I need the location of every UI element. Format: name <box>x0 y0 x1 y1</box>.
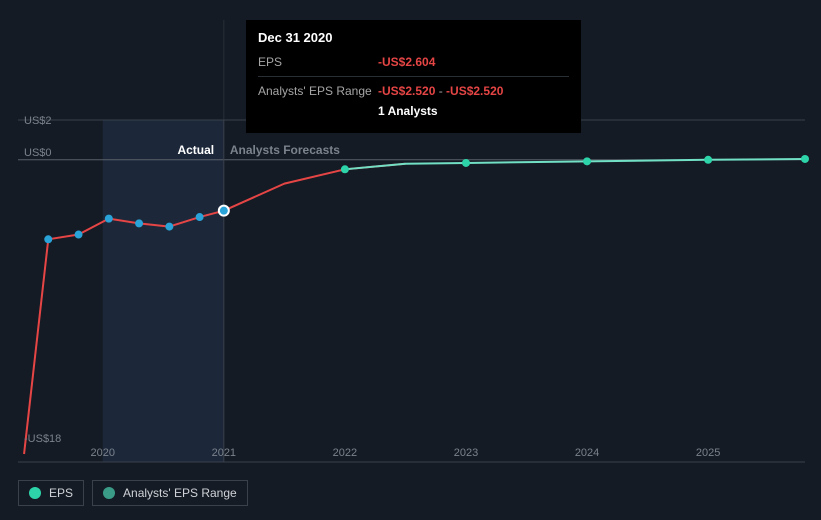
tooltip-table: EPS-US$2.604Analysts' EPS Range-US$2.520… <box>258 52 569 121</box>
eps-chart: US$2 US$0 -US$18 2020 2021 2022 2023 2024 2025 D… <box>0 0 821 520</box>
svg-text:2021: 2021 <box>212 447 236 459</box>
legend-label: Analysts' EPS Range <box>123 486 237 500</box>
svg-text:2022: 2022 <box>333 447 357 459</box>
tooltip-row-value: -US$2.604 <box>378 52 569 72</box>
legend-swatch <box>29 487 41 499</box>
svg-text:US$0: US$0 <box>24 147 52 159</box>
tooltip-date: Dec 31 2020 <box>258 28 569 48</box>
legend-swatch <box>103 487 115 499</box>
legend-item[interactable]: Analysts' EPS Range <box>92 480 248 506</box>
svg-text:2023: 2023 <box>454 447 478 459</box>
legend: EPS Analysts' EPS Range <box>18 480 248 506</box>
chart-tooltip: Dec 31 2020 EPS-US$2.604Analysts' EPS Ra… <box>246 20 581 133</box>
region-label-forecast: Analysts Forecasts <box>230 143 340 157</box>
tooltip-row-label: Analysts' EPS Range <box>258 81 378 101</box>
region-label-actual: Actual <box>177 143 214 157</box>
legend-label: EPS <box>49 486 73 500</box>
legend-item[interactable]: EPS <box>18 480 84 506</box>
tooltip-row-label: EPS <box>258 52 378 72</box>
svg-text:-US$18: -US$18 <box>24 433 61 445</box>
svg-text:2020: 2020 <box>91 447 115 459</box>
svg-text:2025: 2025 <box>696 447 720 459</box>
tooltip-analysts-count: 1 Analysts <box>378 101 569 121</box>
tooltip-row-value: -US$2.520 - -US$2.520 <box>378 81 569 101</box>
svg-text:US$2: US$2 <box>24 115 52 127</box>
svg-text:2024: 2024 <box>575 447 599 459</box>
